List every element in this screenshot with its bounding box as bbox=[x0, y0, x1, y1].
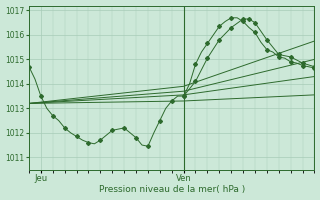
X-axis label: Pression niveau de la mer( hPa ): Pression niveau de la mer( hPa ) bbox=[99, 185, 245, 194]
